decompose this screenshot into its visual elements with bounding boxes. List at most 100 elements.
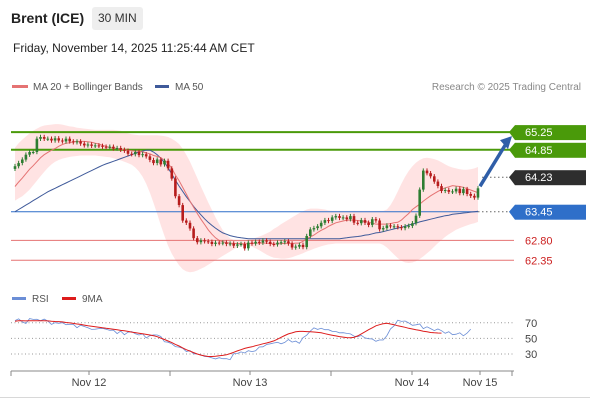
rsi-tick-label: 50 bbox=[525, 333, 537, 345]
candle bbox=[287, 239, 290, 246]
candle bbox=[50, 136, 53, 143]
candle bbox=[90, 142, 93, 148]
candle bbox=[115, 145, 119, 151]
candle bbox=[177, 194, 181, 208]
candle bbox=[338, 213, 341, 221]
candle bbox=[247, 240, 250, 251]
candle bbox=[101, 143, 104, 149]
ma20-legend-label: MA 20 + Bollinger Bands bbox=[33, 82, 143, 93]
candle bbox=[301, 242, 305, 250]
candle bbox=[436, 179, 440, 189]
candle bbox=[305, 233, 308, 250]
svg-text:64.85: 64.85 bbox=[525, 145, 553, 157]
svg-text:62.80: 62.80 bbox=[525, 235, 553, 247]
candle bbox=[254, 239, 257, 246]
level-labels: 65.25 64.85 64.23 63.45 62.80 62.35 bbox=[509, 125, 586, 267]
candle bbox=[206, 239, 210, 244]
candle bbox=[378, 218, 381, 232]
candle bbox=[144, 152, 148, 159]
candle bbox=[414, 213, 418, 226]
candle bbox=[72, 139, 75, 145]
candle bbox=[104, 144, 108, 150]
credit-text: Research © 2025 Trading Central bbox=[432, 82, 581, 93]
candle bbox=[400, 225, 403, 231]
candle bbox=[396, 224, 400, 230]
candle bbox=[148, 154, 152, 163]
candle bbox=[250, 240, 254, 246]
candle bbox=[385, 223, 389, 231]
candle bbox=[196, 236, 199, 245]
candle bbox=[13, 163, 17, 171]
candle bbox=[407, 223, 410, 229]
rsi-legend-label: RSI bbox=[32, 294, 49, 305]
candle bbox=[290, 241, 294, 250]
candle bbox=[21, 157, 24, 166]
candle bbox=[141, 152, 144, 158]
candle bbox=[61, 138, 64, 144]
candle bbox=[272, 241, 276, 247]
candle bbox=[57, 136, 60, 143]
candle bbox=[119, 145, 122, 152]
candle bbox=[433, 174, 436, 184]
candle bbox=[239, 241, 243, 247]
candle bbox=[268, 239, 272, 247]
candle bbox=[422, 168, 425, 192]
candle bbox=[352, 213, 356, 225]
candle bbox=[327, 217, 330, 224]
candle bbox=[108, 144, 112, 150]
instrument-title: Brent (ICE) bbox=[11, 10, 85, 26]
candle bbox=[17, 160, 20, 169]
candle bbox=[225, 240, 228, 247]
candle bbox=[447, 187, 451, 194]
candle bbox=[86, 142, 90, 148]
candle bbox=[258, 239, 261, 245]
candle bbox=[443, 187, 447, 194]
candle bbox=[356, 220, 359, 226]
time-axis: Nov 12 Nov 13 Nov 14 Nov 15 bbox=[10, 370, 514, 389]
candle bbox=[199, 238, 203, 245]
ma9-legend-label: 9MA bbox=[82, 294, 103, 305]
candle bbox=[163, 158, 166, 167]
candle bbox=[334, 213, 338, 220]
x-tick-label: Nov 15 bbox=[463, 377, 498, 389]
chart-legend: MA 20 + Bollinger Bands MA 50 Research ©… bbox=[12, 82, 581, 93]
candle bbox=[323, 217, 327, 225]
candle bbox=[330, 215, 334, 224]
rsi-legend-swatch bbox=[12, 297, 26, 300]
candle bbox=[83, 141, 86, 148]
candle bbox=[465, 186, 469, 197]
x-tick-label: Nov 12 bbox=[72, 377, 107, 389]
candle bbox=[403, 224, 407, 231]
candle bbox=[188, 220, 192, 231]
candle bbox=[360, 217, 363, 226]
candle bbox=[181, 202, 184, 223]
support-label: 62.80 bbox=[525, 235, 553, 247]
candle bbox=[458, 186, 462, 196]
candle bbox=[39, 134, 42, 141]
candle bbox=[75, 139, 79, 145]
candle bbox=[46, 136, 50, 141]
candle bbox=[93, 143, 97, 148]
candle bbox=[112, 144, 115, 151]
rsi-tick-label: 30 bbox=[525, 349, 537, 361]
candle bbox=[68, 136, 71, 144]
candle bbox=[31, 149, 35, 155]
candle bbox=[389, 223, 392, 229]
candle bbox=[236, 242, 239, 248]
timeframe-badge[interactable]: 30 MIN bbox=[92, 7, 143, 30]
candle bbox=[155, 157, 159, 166]
candle bbox=[210, 239, 214, 247]
candle bbox=[283, 239, 287, 245]
rsi-panel: 70 50 30 bbox=[11, 318, 537, 361]
candle bbox=[276, 240, 279, 247]
candle bbox=[64, 136, 68, 144]
candle bbox=[24, 152, 28, 162]
candle bbox=[152, 157, 155, 166]
ma50-legend-swatch bbox=[155, 85, 169, 88]
candle bbox=[345, 215, 349, 222]
support-label: 62.35 bbox=[525, 255, 553, 267]
candle bbox=[265, 238, 268, 244]
candle bbox=[35, 136, 39, 155]
candle bbox=[476, 186, 480, 200]
